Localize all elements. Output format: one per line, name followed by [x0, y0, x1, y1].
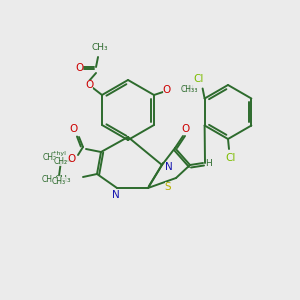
- Text: CH₂: CH₂: [43, 152, 57, 161]
- Text: H: H: [206, 160, 212, 169]
- Text: O: O: [68, 154, 76, 164]
- Text: CH₂: CH₂: [54, 157, 68, 166]
- Text: CH₃: CH₃: [42, 176, 56, 184]
- Text: ethyl: ethyl: [51, 152, 67, 157]
- Text: CH₃: CH₃: [54, 175, 71, 184]
- Text: N: N: [165, 162, 173, 172]
- Text: CH₃: CH₃: [182, 85, 199, 94]
- Text: O: O: [70, 124, 78, 134]
- Text: CH₃: CH₃: [52, 176, 66, 185]
- Text: S: S: [165, 182, 171, 192]
- Text: N: N: [112, 190, 120, 200]
- Text: O: O: [75, 63, 83, 73]
- Text: Cl: Cl: [226, 153, 236, 163]
- Text: O: O: [163, 85, 171, 95]
- Text: Cl: Cl: [194, 74, 204, 85]
- Text: O: O: [85, 80, 93, 90]
- Text: CH₃: CH₃: [92, 43, 108, 52]
- Text: CH₃: CH₃: [181, 85, 195, 94]
- Text: O: O: [182, 124, 190, 134]
